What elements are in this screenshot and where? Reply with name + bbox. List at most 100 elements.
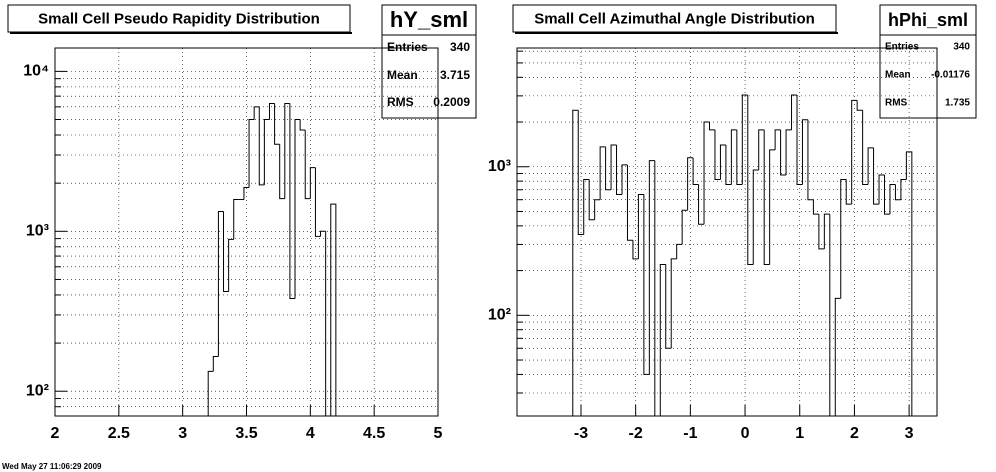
x-tick-label: 4.5 <box>363 425 385 442</box>
x-tick-label: 2.5 <box>108 425 130 442</box>
histogram-bin <box>687 157 694 211</box>
x-tick-label: 4 <box>306 425 315 442</box>
histogram-bin <box>719 144 726 180</box>
stats-value: 340 <box>953 42 970 53</box>
y-tick-label: 10⁴ <box>23 63 49 80</box>
y-tick-label: 10² <box>26 382 49 399</box>
histogram-bin <box>780 129 787 176</box>
histogram-bin <box>314 167 321 237</box>
stats-value: 340 <box>450 40 470 54</box>
x-tick-label: -2 <box>629 425 643 442</box>
histogram-name: hY_sml <box>390 7 468 32</box>
histogram-bin <box>676 243 683 259</box>
histogram-bin <box>212 355 219 372</box>
histogram-bin <box>812 199 819 215</box>
histogram-bin <box>577 110 584 235</box>
stats-label: RMS <box>387 95 414 109</box>
histogram-bin <box>274 103 280 145</box>
histogram-bin <box>594 199 601 220</box>
histogram-bin <box>703 121 710 225</box>
histogram-bin <box>243 186 250 200</box>
x-tick-label: 3 <box>905 425 914 442</box>
x-tick-label: 3 <box>178 425 187 442</box>
histogram-bin <box>670 258 677 349</box>
histogram-bin <box>818 214 825 250</box>
histogram-bin <box>599 146 606 200</box>
histogram-bin <box>665 264 672 349</box>
x-tick-label: 3.5 <box>235 425 257 442</box>
histogram-bin <box>605 146 612 191</box>
histogram-bin <box>823 213 830 249</box>
histogram-bin <box>621 164 628 195</box>
title-box <box>7 4 351 33</box>
histogram-bin <box>714 129 721 181</box>
histogram-bin <box>741 94 748 185</box>
histogram-bins <box>572 94 913 416</box>
histogram-bins <box>207 102 337 416</box>
histogram-bin <box>698 184 705 225</box>
histogram-bin <box>894 184 901 201</box>
histogram-bin <box>284 102 290 199</box>
x-tick-label: 1 <box>795 425 804 442</box>
histogram-bin <box>223 211 229 293</box>
histogram-bin <box>758 129 765 171</box>
x-tick-label: 2 <box>51 425 60 442</box>
histogram-bin <box>889 183 896 215</box>
histogram-bin <box>263 119 270 185</box>
histogram-bin <box>851 99 858 205</box>
stats-value: 3.715 <box>440 68 470 82</box>
title-shadow <box>515 32 838 34</box>
histogram-bin <box>330 203 337 416</box>
stats-value: -0.01176 <box>931 70 970 81</box>
x-tick-label: 0 <box>741 425 750 442</box>
stats-label: Entries <box>885 42 919 53</box>
stats-label: Entries <box>387 40 428 54</box>
histogram-bin <box>692 157 699 185</box>
histogram-bin <box>840 179 847 299</box>
histogram-bin <box>834 297 841 416</box>
y-tick-label: 10² <box>488 307 511 324</box>
histogram-bin <box>681 209 688 245</box>
stats-label: Mean <box>387 68 418 82</box>
title-shadow <box>10 32 352 34</box>
histogram-bin <box>791 94 797 130</box>
histogram-bin <box>643 194 650 375</box>
histogram-bin <box>294 119 301 299</box>
footer-date: Wed May 27 11:06:29 2009 <box>2 462 102 471</box>
chart-title: Small Cell Pseudo Rapidity Distribution <box>38 10 320 27</box>
histogram-bin <box>736 129 743 185</box>
histogram-bin <box>233 199 239 240</box>
histogram-bin <box>572 109 579 416</box>
histogram-bin <box>845 179 852 205</box>
histogram-bin <box>801 119 808 185</box>
histogram-bin <box>228 238 234 292</box>
histogram-bin <box>248 119 255 188</box>
histogram-bin <box>217 210 224 357</box>
histogram-bin <box>884 174 890 215</box>
histogram-bin <box>747 95 754 265</box>
histogram-bin <box>774 129 781 150</box>
histogram-bin <box>616 145 622 196</box>
histogram-bin <box>725 145 732 185</box>
chart-title: Small Cell Azimuthal Angle Distribution <box>534 10 815 27</box>
histogram-bin <box>279 144 285 200</box>
histogram-bin <box>304 129 311 200</box>
histogram-bin <box>752 169 759 265</box>
histogram-bin <box>867 147 874 185</box>
histogram-bin <box>648 160 655 375</box>
histogram-bin <box>610 144 617 190</box>
plot-frame <box>516 47 938 417</box>
histogram-bin <box>785 129 792 175</box>
histogram-bin <box>207 370 214 416</box>
histogram-bin <box>299 119 306 131</box>
histogram-bin <box>258 106 265 186</box>
stats-label: RMS <box>885 98 908 109</box>
histogram-bin <box>659 263 666 416</box>
x-tick-label: -3 <box>574 425 588 442</box>
histogram-bin <box>763 129 770 265</box>
histogram-bin <box>588 179 595 221</box>
stats-label: Mean <box>885 70 911 81</box>
title-box <box>512 4 837 33</box>
